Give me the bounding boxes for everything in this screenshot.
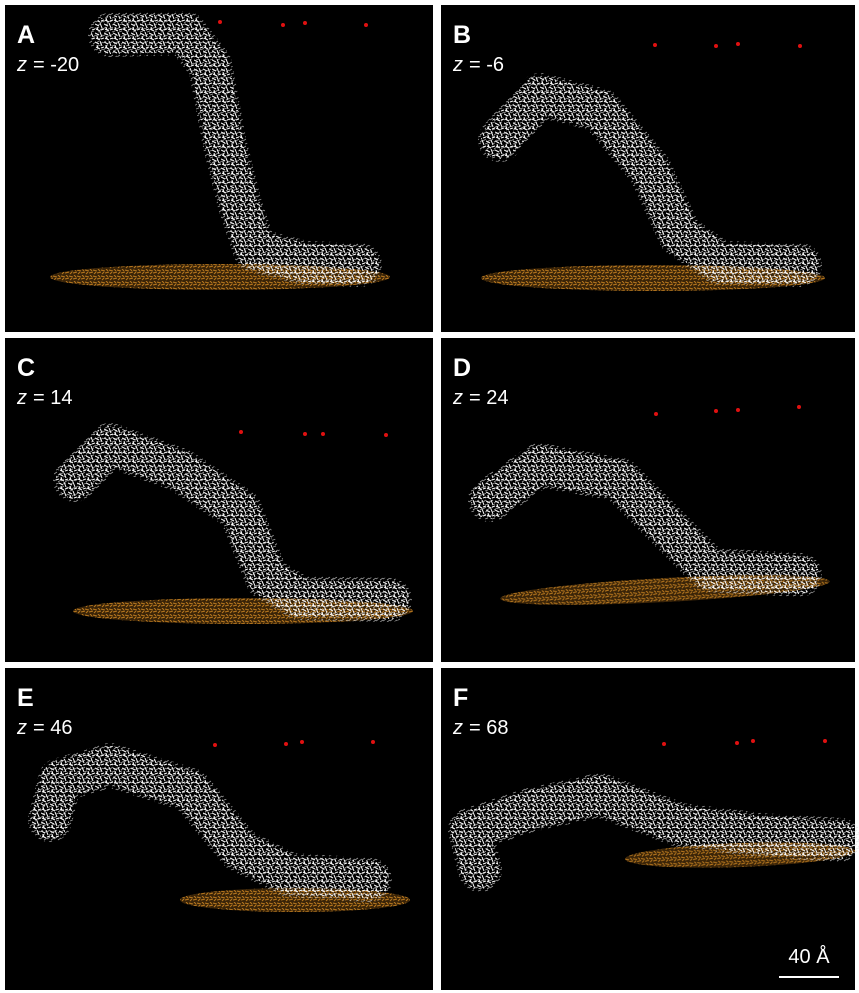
marker-dot: [321, 432, 325, 436]
z-value: = -6: [469, 54, 504, 76]
panels: Az = -20 Bz = -6 Cz = 14 Dz = 24 Ez = 46 Fz = 68: [5, 5, 859, 990]
marker-dot: [653, 43, 657, 47]
panel: Ez = 46: [5, 668, 433, 990]
panel: Cz = 14: [5, 338, 433, 662]
z-value: = 24: [469, 387, 508, 409]
panel-letter: D: [453, 354, 471, 382]
panel: Bz = -6: [441, 5, 855, 332]
marker-dot: [384, 433, 388, 437]
protein-texture: [448, 773, 859, 892]
marker-dot: [300, 740, 304, 744]
panel: Fz = 68: [441, 668, 859, 990]
panel-letter: E: [17, 684, 34, 712]
z-variable: z: [452, 54, 463, 76]
protein-texture: [88, 11, 382, 287]
protein-texture: [468, 443, 822, 597]
marker-dot: [284, 742, 288, 746]
panel-letter: A: [17, 21, 35, 49]
panel: Az = -20: [5, 5, 433, 332]
marker-dot: [736, 408, 740, 412]
z-label: z = 14: [16, 387, 72, 409]
marker-dot: [751, 739, 755, 743]
z-label: z = 24: [452, 387, 508, 409]
marker-dot: [303, 21, 307, 25]
z-value: = 46: [33, 717, 72, 739]
marker-dot: [662, 742, 666, 746]
protein-texture: [478, 73, 822, 287]
marker-dot: [736, 42, 740, 46]
marker-dot: [364, 23, 368, 27]
marker-dot: [797, 405, 801, 409]
marker-dot: [714, 409, 718, 413]
marker-dot: [213, 743, 217, 747]
z-label: z = -20: [16, 54, 79, 76]
marker-dot: [735, 741, 739, 745]
z-value: = -20: [33, 54, 79, 76]
z-value: = 68: [469, 717, 508, 739]
z-value: = 14: [33, 387, 72, 409]
protein-texture: [53, 423, 412, 622]
protein-texture: [28, 743, 392, 902]
panel-letter: C: [17, 354, 35, 382]
panel-letter: B: [453, 21, 471, 49]
marker-dot: [798, 44, 802, 48]
panel-letter: F: [453, 684, 468, 712]
marker-dot: [281, 23, 285, 27]
z-label: z = 46: [16, 717, 72, 739]
z-variable: z: [452, 387, 463, 409]
z-variable: z: [16, 717, 27, 739]
marker-dot: [654, 412, 658, 416]
z-variable: z: [16, 387, 27, 409]
marker-dot: [371, 740, 375, 744]
marker-dot: [239, 430, 243, 434]
z-label: z = -6: [452, 54, 504, 76]
marker-dot: [303, 432, 307, 436]
marker-dot: [218, 20, 222, 24]
marker-dot: [823, 739, 827, 743]
scale-bar-label: 40 Å: [788, 945, 830, 968]
z-label: z = 68: [452, 717, 508, 739]
panel: Dz = 24: [441, 338, 855, 662]
z-variable: z: [452, 717, 463, 739]
marker-dot: [714, 44, 718, 48]
z-variable: z: [16, 54, 27, 76]
